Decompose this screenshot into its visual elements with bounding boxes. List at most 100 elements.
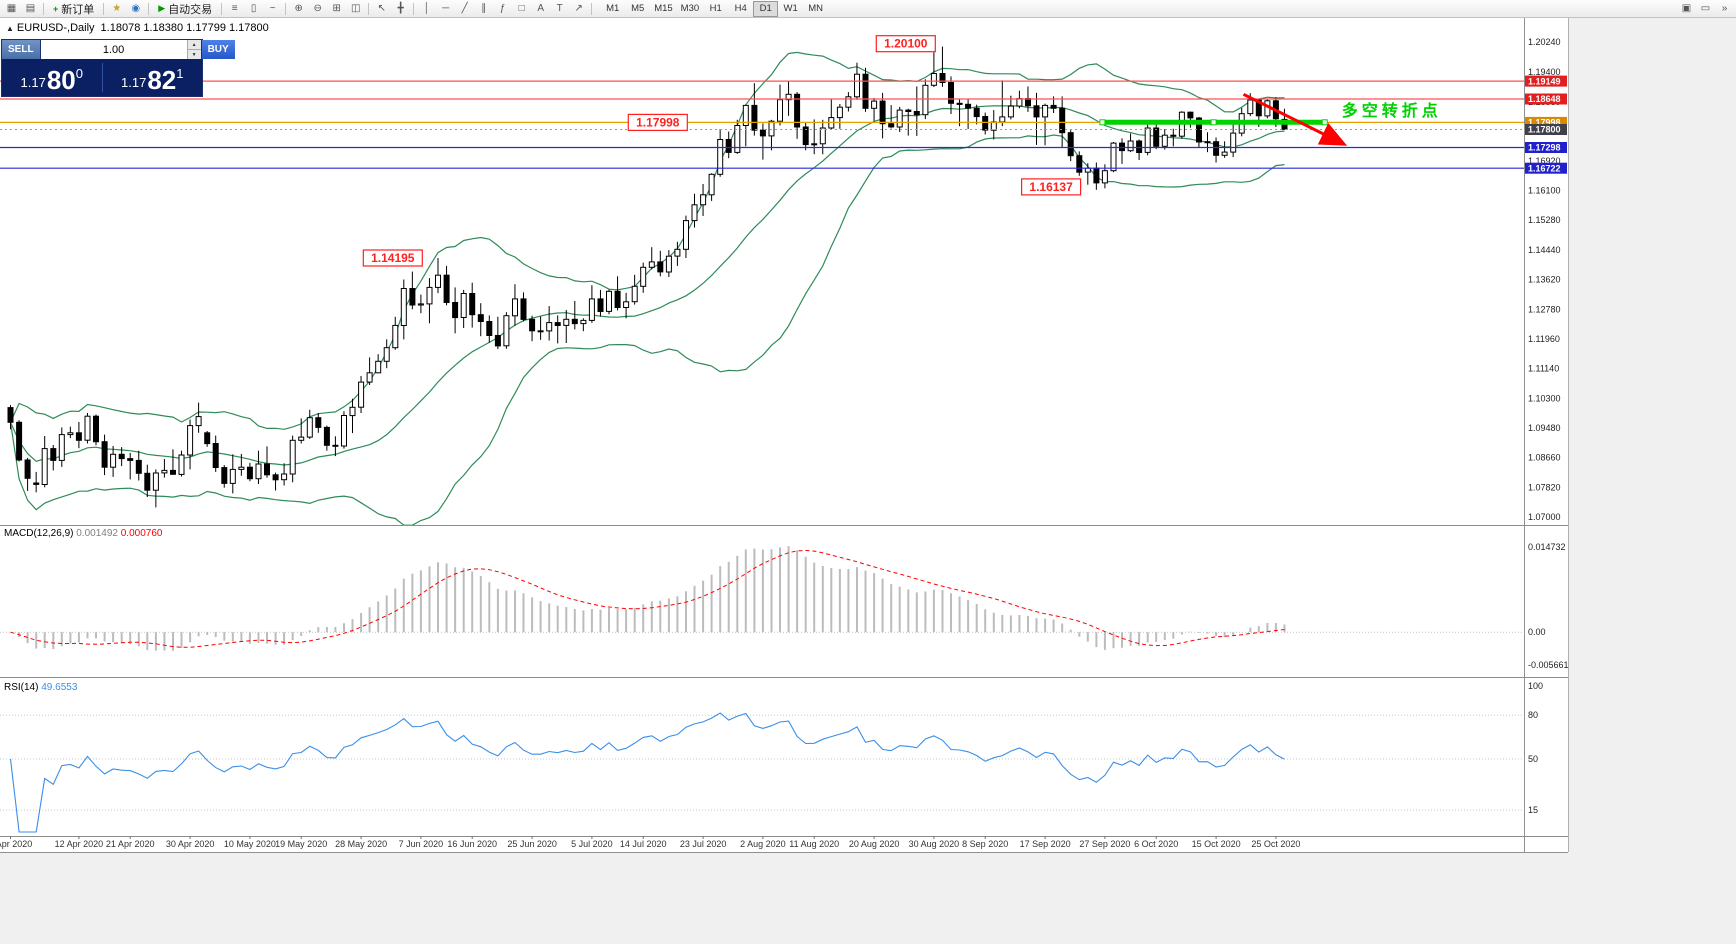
timeframe-d1[interactable]: D1 [753,0,779,17]
zoom-in-icon[interactable]: ⊕ [289,0,308,17]
chart-canvas[interactable]: 1.20100 1.17998 1.16137 1.14195 多空转折点 1.20240… [0,18,1736,944]
auto-trading-button[interactable]: ▶ 自动交易 [152,0,218,17]
date-axis-label[interactable]: 10 May 2020 [224,839,276,849]
text-label-icon[interactable]: T [550,0,569,17]
date-axis-label[interactable]: 21 Apr 2020 [106,839,155,849]
horizontal-line-icon[interactable]: ─ [436,0,455,17]
bar-chart-icon[interactable]: ≡ [225,0,244,17]
price-axis-tick[interactable]: 1.16100 [1528,186,1561,196]
volume-input[interactable] [40,40,187,59]
price-axis-tick[interactable]: 1.19400 [1528,67,1561,77]
date-axis-label[interactable]: 19 May 2020 [275,839,327,849]
date-axis-label[interactable]: 25 Oct 2020 [1251,839,1300,849]
date-axis-label[interactable]: 6 Oct 2020 [1134,839,1178,849]
channel-icon[interactable]: ∥ [474,0,493,17]
text-icon[interactable]: A [531,0,550,17]
trend-line-handle[interactable] [1321,119,1328,126]
timeframe-m5[interactable]: M5 [631,3,645,14]
buy-button[interactable]: BUY [200,40,235,59]
price-axis-tick[interactable]: 1.20240 [1528,37,1561,47]
new-chart-icon[interactable]: ▦ [2,0,21,17]
date-axis-label[interactable]: 7 Jun 2020 [399,839,444,849]
timeframe-m30[interactable]: M30 [680,3,700,14]
trend-line-handle[interactable] [1099,119,1106,126]
chart-profiles-icon[interactable]: ▤ [21,0,40,17]
timeframe-m1[interactable]: M1 [606,3,620,14]
grid-icon[interactable]: ⊞ [327,0,346,17]
date-axis-label[interactable]: 28 May 2020 [335,839,387,849]
candle-body [127,458,134,461]
price-axis-tick[interactable]: 1.07820 [1528,483,1561,493]
macd-axis-tick[interactable]: -0.005661 [1528,660,1569,670]
sell-button[interactable]: SELL [2,40,41,59]
date-axis-label[interactable]: 17 Sep 2020 [1020,839,1071,849]
date-axis-label[interactable]: 11 Aug 2020 [789,839,839,849]
rsi-axis-tick[interactable]: 80 [1528,710,1538,720]
price-callout[interactable]: 1.16137 [1020,178,1082,196]
buy-quote[interactable]: 1.17 82 1 [103,59,203,96]
price-axis-tick[interactable]: 1.15280 [1528,215,1561,225]
zoom-out-icon[interactable]: ⊖ [308,0,327,17]
price-axis-tick[interactable]: 1.07000 [1528,512,1561,522]
price-axis-tick[interactable]: 1.11960 [1528,334,1560,344]
date-axis-label[interactable]: 2 Aug 2020 [740,839,786,849]
volume-decrease-button[interactable]: ▼ [187,50,201,59]
cascade-icon[interactable]: ▭ [1700,3,1711,14]
date-axis-label[interactable]: 23 Jul 2020 [680,839,727,849]
date-axis-label[interactable]: 8 Sep 2020 [962,839,1008,849]
date-axis-label[interactable]: 12 Apr 2020 [55,839,104,849]
date-axis-label[interactable]: 15 Oct 2020 [1192,839,1241,849]
collapse-panel-icon[interactable]: ▲ [6,24,14,33]
price-callout[interactable]: 1.14195 [362,249,423,267]
timeframe-w1[interactable]: W1 [783,3,798,14]
timeframe-h1[interactable]: H1 [709,3,722,14]
price-axis-tick[interactable]: 1.09480 [1528,423,1561,433]
date-axis-label[interactable]: 27 Sep 2020 [1079,839,1130,849]
tile-windows-icon[interactable]: ◫ [346,0,365,17]
trend-line-handle[interactable] [1210,119,1217,126]
line-chart-icon[interactable]: ~ [263,0,282,17]
price-axis-tick[interactable]: 1.14440 [1528,245,1561,255]
crosshair-icon[interactable]: ╋ [391,0,410,17]
price-callout[interactable]: 1.20100 [875,35,936,53]
price-axis-tick[interactable]: 1.08660 [1528,453,1561,463]
toolbar-overflow-icon[interactable]: » [1721,3,1728,14]
volume-increase-button[interactable]: ▲ [187,40,201,50]
history-center-icon[interactable]: ◉ [126,0,145,17]
cursor-icon[interactable]: ↖ [372,0,391,17]
new-order-button[interactable]: + 新订单 [47,0,100,17]
sell-quote[interactable]: 1.17 80 0 [2,59,102,96]
date-axis-label[interactable]: 5 Jul 2020 [571,839,613,849]
windows-icon[interactable]: ▣ [1681,3,1692,14]
price-axis-tick[interactable]: 1.16920 [1528,156,1561,166]
shapes-icon[interactable]: □ [512,0,531,17]
date-axis-label[interactable]: 1 Apr 2020 [0,839,32,849]
turning-point-note[interactable]: 多空转折点 [1342,101,1442,120]
timeframe-m15[interactable]: M15 [654,3,673,14]
date-axis-label[interactable]: 16 Jun 2020 [447,839,497,849]
timeframe-mn[interactable]: MN [808,3,824,14]
price-axis-tick[interactable]: 1.11140 [1528,364,1559,374]
date-axis-label[interactable]: 25 Jun 2020 [507,839,557,849]
price-axis-tick[interactable]: 1.13620 [1528,275,1561,285]
candlestick-chart-icon[interactable]: ▯ [244,0,263,17]
trendline-icon[interactable]: ╱ [455,0,474,17]
date-axis-label[interactable]: 30 Apr 2020 [166,839,215,849]
rsi-axis-tick[interactable]: 50 [1528,754,1538,764]
macd-axis-tick[interactable]: 0.00 [1528,627,1546,637]
macd-axis-tick[interactable]: 0.014732 [1528,542,1566,552]
arrow-tool-icon[interactable]: ↗ [569,0,588,17]
fibonacci-icon[interactable]: ƒ [493,0,512,17]
date-axis-label[interactable]: 14 Jul 2020 [620,839,667,849]
sell-direction-arrow[interactable] [1242,92,1348,146]
rsi-axis-tick[interactable]: 15 [1528,805,1538,815]
price-axis-tick[interactable]: 1.10300 [1528,394,1561,404]
date-axis-label[interactable]: 30 Aug 2020 [909,839,960,849]
vertical-line-icon[interactable]: │ [417,0,436,17]
rsi-axis-tick[interactable]: 100 [1528,681,1543,691]
date-axis-label[interactable]: 20 Aug 2020 [849,839,900,849]
timeframe-h4[interactable]: H4 [734,3,747,14]
price-axis-tick[interactable]: 1.12780 [1528,305,1561,315]
price-callout[interactable]: 1.17998 [627,113,688,132]
indicator-list-icon[interactable]: ★ [107,0,126,17]
